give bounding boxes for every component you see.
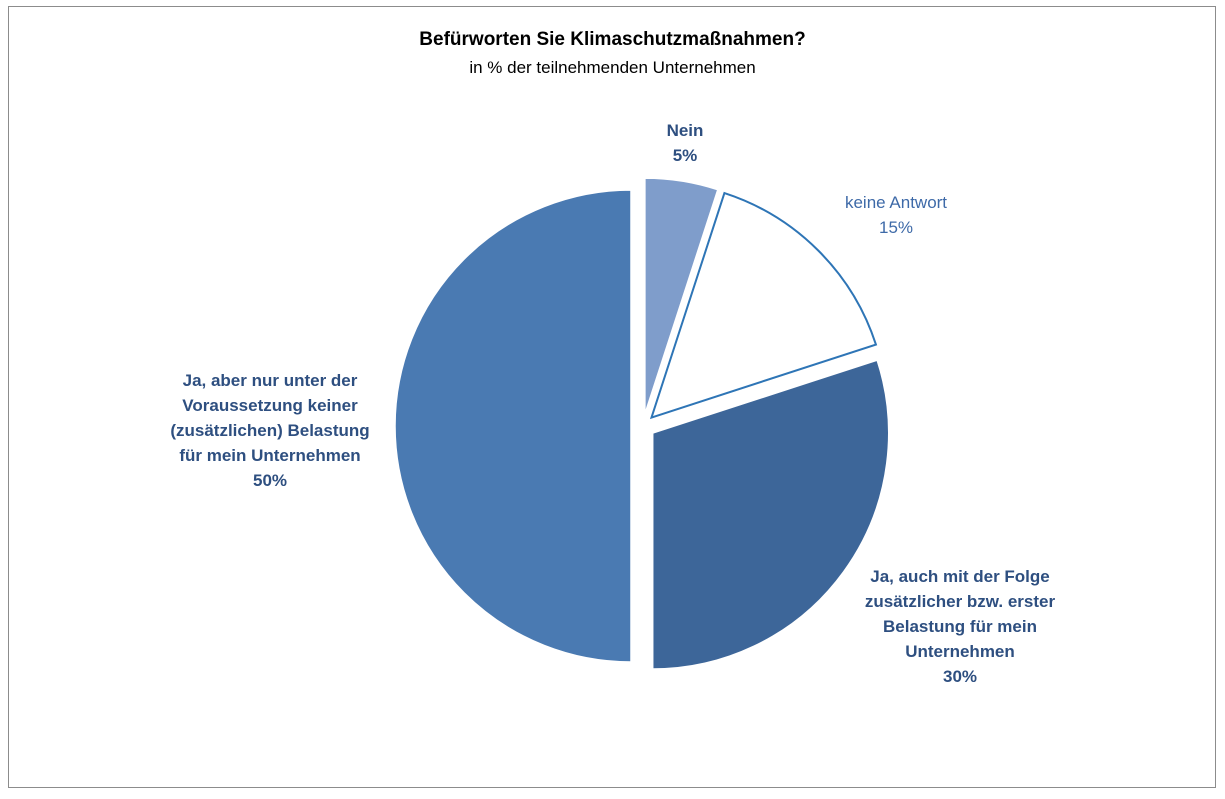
label-ja-auch: Ja, auch mit der Folge zusätzlicher bzw.…	[845, 564, 1075, 689]
label-keine-antwort: keine Antwort 15%	[806, 190, 986, 240]
label-ja-auch-value: 30%	[942, 667, 978, 686]
slice-keine-antwort	[649, 191, 878, 420]
label-ja-auch-line3: Belastung für mein	[883, 617, 1037, 636]
label-ja-aber-line2: Voraussetzung keiner	[182, 396, 358, 415]
label-nein-value: 5%	[672, 146, 698, 165]
label-ja-aber-line3: (zusätzlichen) Belastung	[170, 421, 370, 440]
slice-ja-aber	[394, 189, 632, 663]
chart-subtitle: in % der teilnehmenden Unternehmen	[469, 58, 756, 77]
label-ja-aber: Ja, aber nur unter der Voraussetzung kei…	[150, 368, 390, 493]
label-keine-antwort-text: keine Antwort	[844, 193, 948, 212]
label-nein-text: Nein	[666, 121, 704, 140]
label-ja-auch-line2: zusätzlicher bzw. erster	[864, 592, 1056, 611]
label-ja-aber-line1: Ja, aber nur unter der	[182, 371, 358, 390]
label-nein: Nein 5%	[640, 118, 730, 168]
label-ja-aber-line4: für mein Unternehmen	[179, 446, 361, 465]
slice-nein	[644, 177, 719, 415]
chart-title: Befürworten Sie Klimaschutzmaßnahmen?	[419, 29, 806, 50]
slice-ja-auch	[651, 359, 890, 670]
label-ja-auch-line1: Ja, auch mit der Folge	[870, 567, 1050, 586]
label-ja-auch-line4: Unternehmen	[905, 642, 1015, 661]
label-ja-aber-value: 50%	[252, 471, 288, 490]
label-keine-antwort-value: 15%	[878, 218, 914, 237]
